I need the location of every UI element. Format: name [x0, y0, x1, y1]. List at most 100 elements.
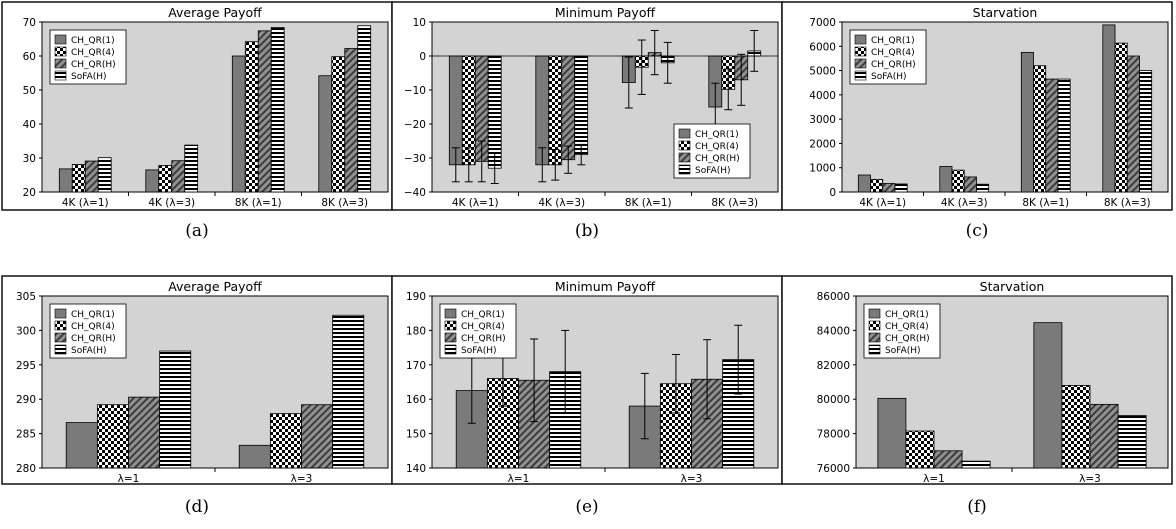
- chart-panel: Minimum Payoff 140 150 160 170 180 190 λ=1 λ=3 CH…: [391, 275, 783, 485]
- bar: [71, 164, 86, 193]
- legend-label: CH_QR(4): [71, 48, 115, 58]
- y-tick-label: 140: [406, 463, 426, 475]
- y-tick-label: 60: [23, 51, 36, 63]
- bar: [331, 56, 346, 193]
- legend: CH_QR(1) CH_QR(4) CH_QR(H) SoFA(H): [49, 303, 127, 359]
- y-tick-label: 7000: [809, 17, 836, 29]
- y-tick-label: 70: [23, 17, 36, 29]
- panel-caption: (c): [966, 221, 989, 241]
- bar: [238, 444, 271, 469]
- bar: [97, 157, 112, 193]
- y-tick-label: 76000: [817, 463, 850, 475]
- legend-label: CH_QR(4): [71, 322, 115, 332]
- y-tick-label: 280: [16, 463, 36, 475]
- y-tick-label: 1000: [809, 163, 836, 175]
- bar: [96, 404, 129, 469]
- panel-caption: (d): [185, 497, 209, 517]
- legend-swatch: [678, 128, 691, 139]
- bar: [894, 183, 908, 193]
- legend: CH_QR(1) CH_QR(4) CH_QR(H) SoFA(H): [49, 29, 127, 85]
- legend-label: CH_QR(1): [461, 310, 505, 320]
- panel-caption: (f): [967, 497, 987, 517]
- bar: [961, 460, 991, 469]
- y-tick-label: 290: [16, 394, 36, 406]
- bar: [84, 160, 99, 193]
- x-tick-label: 4K (λ=3): [538, 197, 585, 209]
- bar: [58, 168, 73, 193]
- bar: [244, 41, 259, 193]
- bar: [561, 55, 576, 161]
- bar: [1126, 55, 1140, 193]
- legend-swatch: [868, 344, 881, 355]
- legend: CH_QR(1) CH_QR(4) CH_QR(H) SoFA(H): [863, 303, 941, 359]
- x-tick-label: 8K (λ=3): [1104, 197, 1151, 209]
- y-tick-label: 50: [23, 85, 36, 97]
- x-tick-label: 4K (λ=1): [452, 197, 499, 209]
- bar: [976, 183, 990, 193]
- legend-swatch: [444, 332, 457, 343]
- bar: [1102, 24, 1116, 193]
- bar: [184, 144, 199, 193]
- y-tick-label: 300: [16, 325, 36, 337]
- y-tick-label: 190: [406, 291, 426, 303]
- y-tick-label: 0: [829, 187, 836, 199]
- legend-swatch: [54, 46, 67, 57]
- legend-label: CH_QR(4): [461, 322, 505, 332]
- legend-swatch: [54, 320, 67, 331]
- x-tick-label: 8K (λ=1): [1022, 197, 1069, 209]
- legend-swatch: [54, 34, 67, 45]
- x-tick-label: λ=1: [508, 473, 530, 485]
- legend-label: CH_QR(H): [71, 60, 116, 70]
- legend: CH_QR(1) CH_QR(4) CH_QR(H) SoFA(H): [439, 303, 517, 359]
- legend-label: CH_QR(1): [71, 310, 115, 320]
- legend-swatch: [54, 70, 67, 81]
- legend-swatch: [444, 320, 457, 331]
- bar: [487, 55, 502, 169]
- bar: [933, 450, 963, 469]
- legend-label: CH_QR(H): [461, 334, 506, 344]
- y-tick-label: 285: [16, 429, 36, 441]
- legend-label: CH_QR(4): [695, 142, 739, 152]
- legend-swatch: [444, 344, 457, 355]
- bar: [1033, 322, 1063, 469]
- y-tick-label: 295: [16, 360, 36, 372]
- panel-caption: (a): [185, 221, 208, 241]
- legend-label: SoFA(H): [885, 346, 921, 356]
- bar: [574, 55, 589, 155]
- legend-swatch: [854, 58, 867, 69]
- legend-label: CH_QR(H): [885, 334, 930, 344]
- bar: [951, 169, 965, 193]
- bar: [301, 404, 334, 469]
- bar: [1089, 403, 1119, 469]
- y-tick-label: 160: [406, 394, 426, 406]
- bar: [158, 165, 173, 193]
- bar: [159, 350, 192, 469]
- legend: CH_QR(1) CH_QR(4) CH_QR(H) SoFA(H): [673, 123, 751, 179]
- legend-label: SoFA(H): [71, 346, 107, 356]
- legend-swatch: [868, 332, 881, 343]
- legend-swatch: [54, 58, 67, 69]
- y-tick-label: 4000: [809, 90, 836, 102]
- y-tick-label: 305: [16, 291, 36, 303]
- y-tick-label: 20: [23, 187, 36, 199]
- bar: [877, 397, 907, 469]
- chart-title: Starvation: [973, 5, 1038, 20]
- y-tick-label: 0: [419, 51, 426, 63]
- bar: [548, 55, 563, 166]
- x-tick-label: λ=1: [118, 473, 140, 485]
- chart-title: Starvation: [980, 279, 1045, 294]
- bar: [231, 55, 246, 193]
- x-tick-label: λ=1: [923, 473, 945, 485]
- bar: [939, 166, 953, 193]
- legend-swatch: [678, 164, 691, 175]
- bar: [332, 314, 365, 469]
- bar: [1020, 51, 1034, 193]
- legend-swatch: [854, 70, 867, 81]
- y-tick-label: 180: [406, 325, 426, 337]
- x-tick-label: λ=3: [1079, 473, 1101, 485]
- bar: [1117, 415, 1147, 469]
- chart-title: Average Payoff: [168, 5, 262, 20]
- legend-label: CH_QR(1): [871, 36, 915, 46]
- y-tick-label: 2000: [809, 138, 836, 150]
